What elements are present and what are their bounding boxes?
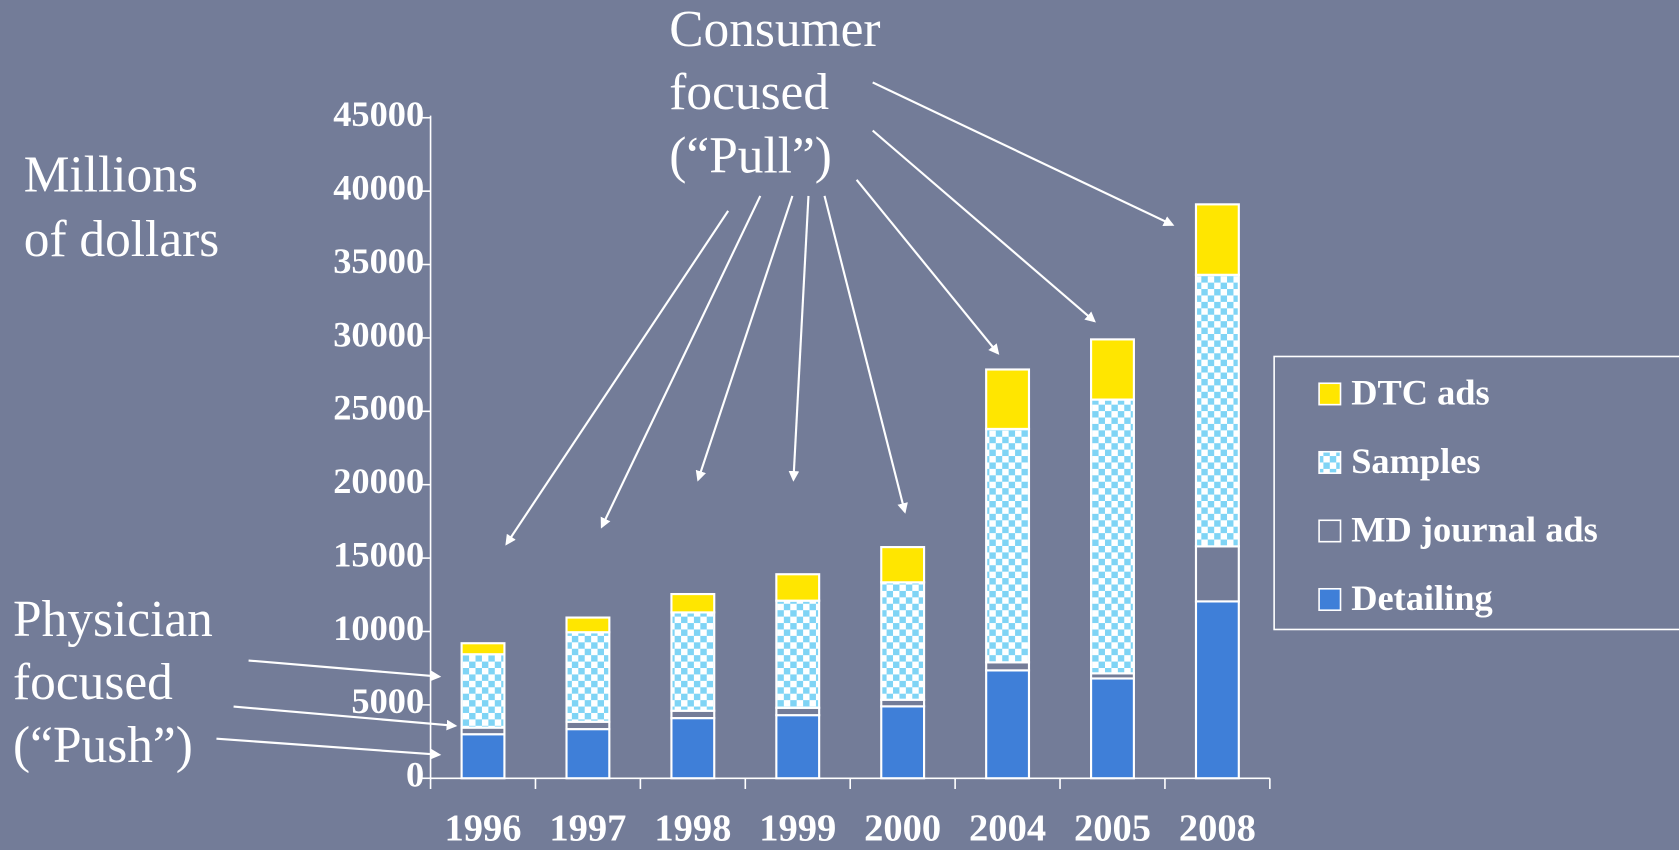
legend-swatch: [1318, 382, 1342, 406]
x-tick-label: 2008: [1179, 808, 1256, 850]
legend-box: [1273, 355, 1679, 631]
y-tick-label: 35000: [333, 241, 424, 281]
y-axis-label: of dollars: [24, 211, 219, 268]
bar-segment: [1194, 273, 1240, 548]
y-axis-label: Millions: [24, 147, 198, 204]
legend-swatch: [1318, 450, 1342, 474]
annotation: focused: [669, 64, 829, 121]
y-tick-label: 10000: [333, 608, 424, 648]
bar-segment: [1090, 677, 1135, 780]
annotation: (“Push”): [13, 717, 193, 774]
bar-segment: [1194, 203, 1240, 276]
annotation: (“Pull”): [669, 127, 832, 184]
y-tick-label: 30000: [333, 314, 424, 354]
annotation: Consumer: [669, 1, 880, 58]
arrow: [505, 210, 730, 546]
arrow: [248, 659, 442, 682]
y-tick-label: 0: [406, 755, 424, 795]
y-tick-label: 20000: [333, 461, 424, 501]
bar-segment: [565, 720, 611, 731]
bar-segment: [460, 653, 506, 729]
bar-segment: [775, 599, 821, 709]
bar-segment: [985, 368, 1031, 431]
bar-segment: [985, 427, 1031, 664]
bar-segment: [670, 717, 716, 780]
arrow: [695, 195, 794, 482]
legend-label: MD journal ads: [1351, 509, 1598, 549]
arrow: [216, 737, 442, 760]
annotation: Physician: [13, 591, 213, 648]
legend-swatch: [1318, 519, 1342, 543]
legend-label: DTC ads: [1351, 372, 1489, 412]
arrows: [216, 81, 1175, 760]
bar-segment: [565, 631, 611, 723]
legend-label: Samples: [1351, 441, 1480, 481]
bar-segment: [775, 573, 821, 602]
bar-segment: [670, 611, 716, 712]
y-tick-label: 25000: [333, 388, 424, 428]
arrow: [872, 81, 1175, 226]
x-tick-label: 1998: [654, 808, 731, 850]
arrow: [788, 195, 810, 482]
bar-segment: [880, 546, 926, 584]
bar-segment: [1194, 545, 1240, 603]
arrow: [823, 195, 908, 514]
annotation: focused: [13, 654, 173, 711]
arrow: [855, 179, 1000, 355]
bar-segment: [460, 642, 506, 656]
x-tick-label: 1999: [759, 808, 836, 850]
bar-segment: [670, 592, 716, 614]
bar-segment: [985, 669, 1031, 780]
y-tick-label: 5000: [351, 681, 424, 721]
bar-segment: [775, 714, 821, 780]
y-tick-label: 15000: [333, 534, 424, 574]
y-tick-label: 40000: [333, 167, 424, 207]
bar-segment: [880, 705, 926, 780]
bar-segment: [1090, 338, 1135, 401]
bar-segment: [985, 661, 1031, 672]
x-tick-label: 1997: [549, 808, 626, 850]
x-tick-label: 2004: [969, 808, 1046, 850]
arrow: [600, 195, 762, 529]
legend-label: Detailing: [1351, 578, 1492, 618]
bar-segment: [565, 616, 611, 634]
legend-swatch: [1318, 587, 1342, 612]
x-tick-label: 1996: [444, 808, 521, 850]
bar-segment: [1194, 600, 1240, 780]
x-tick-label: 2005: [1074, 808, 1151, 850]
bar-segment: [880, 581, 926, 701]
bar-segment: [1090, 398, 1135, 675]
x-tick-label: 2000: [864, 808, 941, 850]
arrow: [233, 705, 458, 731]
bar-segment: [775, 706, 821, 717]
bar-segment: [460, 733, 506, 780]
bar-segment: [565, 728, 611, 780]
arrow: [871, 129, 1096, 323]
bar-segment: [670, 709, 716, 720]
y-tick-label: 45000: [333, 94, 424, 134]
